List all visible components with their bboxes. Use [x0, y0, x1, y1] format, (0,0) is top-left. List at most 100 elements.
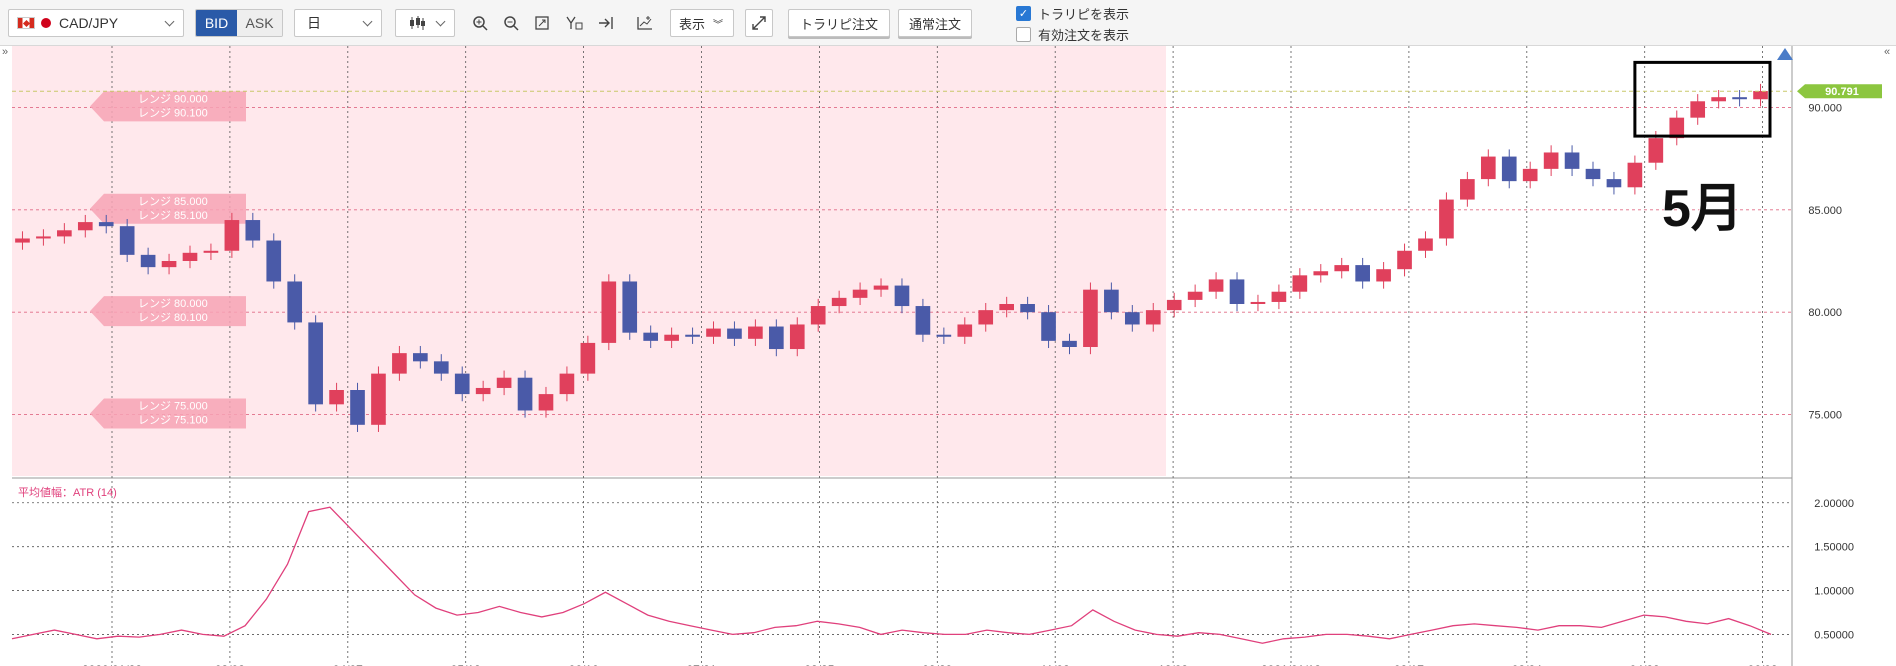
x-tick-label: 06/02 [1748, 663, 1778, 666]
candle-body [1753, 91, 1768, 100]
atr-panel-background [12, 482, 1792, 664]
japan-flag-icon [41, 18, 51, 28]
price-chart[interactable]: 2020/01/28 03/03 04/07 05/12 06/16 07/21 08/25… [0, 46, 1896, 666]
candle-body [517, 377, 533, 411]
price-lock-icon[interactable] [561, 9, 587, 37]
currency-pair-select[interactable]: CAD/JPY [8, 9, 184, 37]
annotation-label: 5月 [1662, 180, 1743, 238]
candle-body [685, 334, 700, 337]
period-select[interactable]: 日 [294, 9, 382, 37]
currency-pair-label: CAD/JPY [59, 15, 119, 31]
candle-body [936, 334, 952, 337]
current-price-label: 90.791 [1825, 86, 1859, 98]
candle-body [1690, 101, 1706, 118]
candle-body [580, 342, 596, 374]
double-chevron-icon: ︾ [713, 19, 724, 31]
candle-body [1250, 301, 1266, 304]
atr-y-tick-label: 0.50000 [1814, 629, 1854, 641]
tralipi-order-button[interactable]: トラリピ注文 [788, 9, 890, 37]
jump-latest-icon[interactable] [593, 9, 619, 37]
ask-button[interactable]: ASK [237, 10, 282, 36]
candle-body [1418, 238, 1433, 251]
candle-body [957, 324, 973, 337]
show-tralipi-checkbox[interactable]: ✓ トラリピを表示 [1016, 4, 1129, 23]
candle-body [36, 236, 51, 239]
chart-toolbar: CAD/JPY BID ASK 日 表示 ︾ トラリピ注 [0, 0, 1896, 46]
candle-body [1041, 312, 1056, 341]
candle-body [915, 306, 931, 335]
candle-body [1145, 310, 1161, 325]
candle-body [748, 326, 763, 339]
candle-body [1083, 289, 1098, 347]
candle-body [727, 328, 742, 339]
range-label: レンジ 90.000 [138, 93, 208, 105]
normal-order-button[interactable]: 通常注文 [898, 9, 972, 37]
chevron-down-icon [435, 16, 446, 27]
show-valid-orders-checkbox[interactable]: 有効注文を表示 [1016, 25, 1129, 44]
candle-body [287, 281, 303, 323]
x-tick-label: 04/07 [333, 663, 363, 666]
expand-icon [752, 16, 766, 30]
bid-button[interactable]: BID [196, 10, 238, 36]
x-tick-label: 09/29 [922, 663, 952, 666]
x-tick-label: 07/21 [686, 663, 716, 666]
candle-body [852, 289, 868, 298]
display-menu-button[interactable]: 表示 ︾ [670, 9, 734, 37]
price-y-tick-label: 80.000 [1808, 307, 1842, 319]
fullscreen-button[interactable] [745, 9, 773, 37]
candle-body [496, 377, 512, 388]
chevron-down-icon [362, 16, 373, 27]
x-tick-label: 02/17 [1394, 663, 1424, 666]
chart-type-select[interactable] [395, 9, 455, 37]
candle-body [1208, 279, 1224, 292]
candle-body [538, 394, 554, 411]
candle-body [1480, 156, 1496, 180]
show-tralipi-label: トラリピを表示 [1038, 7, 1130, 22]
zoom-in-icon[interactable] [467, 9, 493, 37]
range-band-tag [90, 398, 246, 429]
candle-body [1271, 291, 1287, 302]
range-label: レンジ 85.000 [138, 196, 208, 208]
candle-body [245, 220, 261, 241]
alert-triangle-icon [1777, 48, 1793, 60]
candle-body [77, 222, 93, 231]
candle-body [601, 281, 617, 343]
range-label: レンジ 75.000 [138, 401, 208, 413]
candle-body [1460, 179, 1475, 200]
candle-body [413, 353, 428, 362]
candle-body [329, 390, 344, 405]
collapse-right-icon[interactable]: « [1884, 46, 1891, 58]
candle-body [57, 230, 72, 237]
candle-body [1229, 279, 1245, 304]
highlight-box [1633, 60, 1772, 138]
x-tick-label: 05/12 [451, 663, 481, 666]
range-band-tag [90, 296, 246, 327]
candle-body [664, 334, 679, 341]
candle-body [1501, 156, 1517, 182]
atr-y-tick-label: 2.00000 [1814, 498, 1854, 510]
candle-body [1104, 289, 1119, 313]
candlestick-icon [410, 16, 425, 30]
candle-body [1627, 162, 1643, 188]
atr-y-tick-label: 1.00000 [1814, 586, 1854, 598]
candle-body [831, 297, 847, 307]
candle-body [392, 353, 407, 374]
candle-body [1397, 250, 1412, 270]
collapse-left-icon[interactable]: » [2, 46, 9, 58]
show-valid-orders-label: 有効注文を表示 [1038, 28, 1130, 43]
candle-body [768, 326, 784, 350]
add-indicator-icon[interactable] [632, 9, 658, 37]
x-tick-label: 06/16 [569, 663, 599, 666]
range-label: レンジ 75.100 [138, 415, 208, 427]
zoom-out-icon[interactable] [498, 9, 524, 37]
candle-body [350, 390, 365, 425]
candle-body [789, 324, 805, 350]
candle-body [475, 387, 491, 395]
fit-screen-icon[interactable] [529, 9, 555, 37]
candle-body [1313, 271, 1329, 276]
atr-indicator-title: 平均値幅：ATR (14) [18, 486, 117, 499]
candle-body [266, 240, 282, 282]
chevron-down-icon [164, 16, 175, 27]
candle-body [894, 285, 910, 307]
x-tick-label: 11/03 [1041, 663, 1070, 666]
